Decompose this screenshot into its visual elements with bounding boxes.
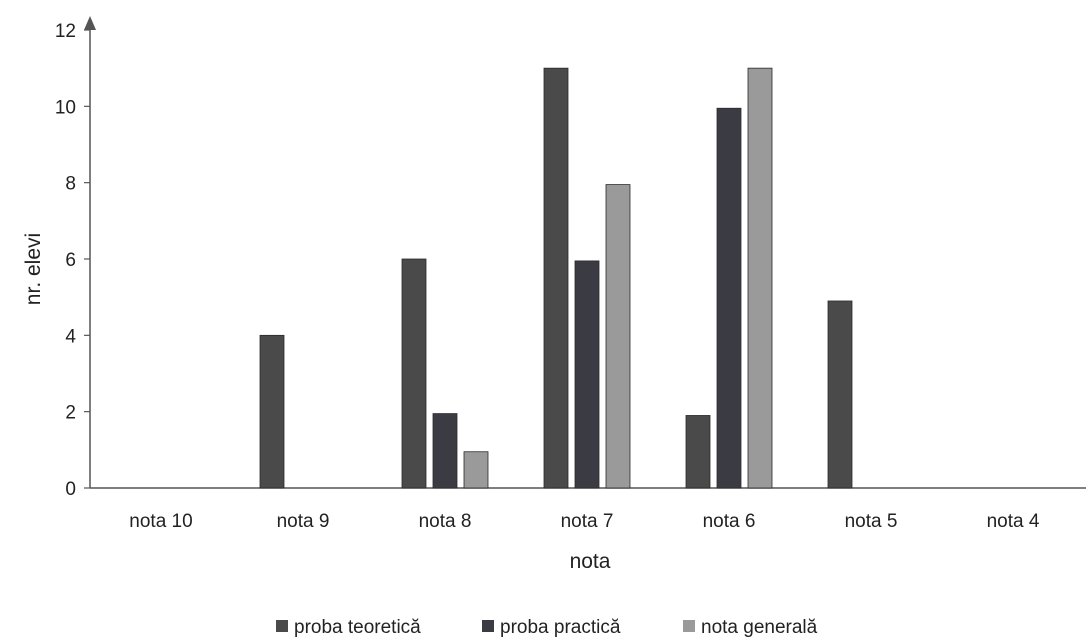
x-tick-label: nota 8: [419, 511, 472, 532]
legend-label: nota generală: [701, 617, 818, 638]
y-tick-label: 10: [55, 97, 76, 118]
bar-1: [685, 415, 711, 489]
legend-swatch: [276, 620, 288, 632]
x-tick-label: nota 9: [277, 511, 330, 532]
bar-1: [827, 300, 853, 489]
legend-swatch: [683, 620, 695, 632]
x-tick-label: nota 5: [845, 511, 898, 532]
bar-1: [401, 258, 427, 489]
bar-1: [259, 334, 285, 489]
legend-item: proba practică: [482, 617, 621, 638]
bar-1: [543, 67, 569, 489]
y-axis-arrow: [84, 16, 96, 30]
legend-label: proba practică: [500, 617, 621, 638]
legend: proba teoretică proba practică nota genera…: [276, 617, 818, 638]
y-tick-label: 2: [65, 403, 76, 424]
y-tick-label: 0: [65, 479, 76, 500]
legend-label: proba teoretică: [294, 617, 421, 638]
x-tick-label: nota 6: [703, 511, 756, 532]
legend-item: nota generală: [683, 617, 818, 638]
y-tick-label: 6: [65, 250, 76, 271]
legend-item: proba teoretică: [276, 617, 421, 638]
x-axis-title: nota: [570, 550, 611, 573]
x-tick-label: nota 7: [561, 511, 614, 532]
x-tick-label: nota 10: [129, 511, 192, 532]
bar-2: [574, 260, 600, 489]
y-tick-label: 4: [65, 326, 76, 347]
legend-swatch: [482, 620, 494, 632]
bars: [259, 67, 853, 489]
x-axis: nota 10 nota 9 nota 8 nota 7 nota 6 nota 5 not…: [90, 487, 1086, 532]
y-tick-label: 12: [55, 21, 76, 42]
bar-3: [463, 451, 489, 489]
y-axis: 0 2 4 6 8 10 12: [55, 16, 96, 500]
bar-2: [716, 107, 742, 489]
bar-3: [747, 67, 773, 489]
y-axis-title: nr. elevi: [22, 233, 45, 305]
x-tick-label: nota 4: [987, 511, 1040, 532]
bar-3: [605, 184, 631, 489]
bar-2: [432, 413, 458, 489]
y-tick-label: 8: [65, 174, 76, 195]
